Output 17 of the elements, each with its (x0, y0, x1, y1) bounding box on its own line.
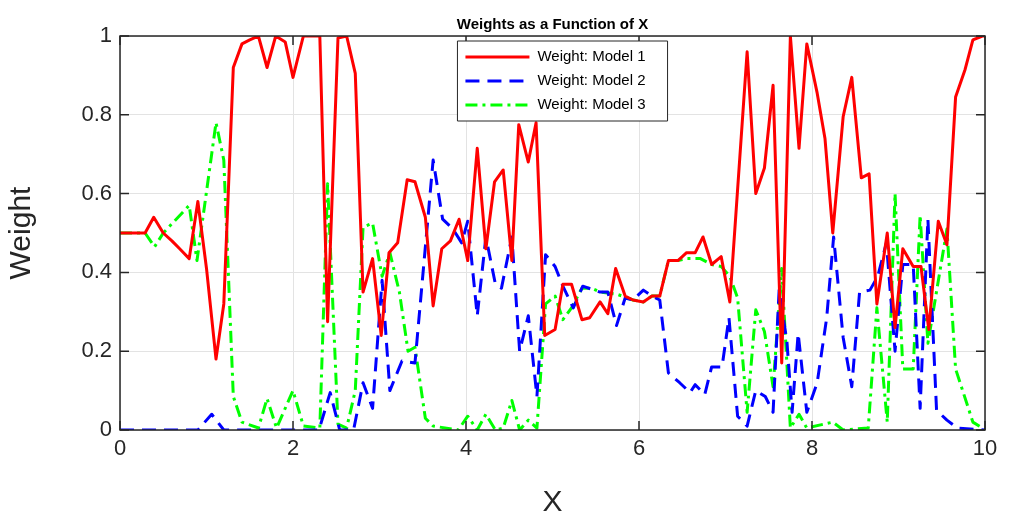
y-tick-label: 1 (99, 22, 112, 48)
y-tick-label: 0 (99, 416, 112, 442)
chart-title: Weights as a Function of X (456, 14, 649, 32)
y-tick-label: 0.4 (81, 258, 112, 284)
x-tick-label: 6 (632, 435, 646, 461)
x-axis-title: X (542, 484, 563, 518)
y-tick-label: 0.6 (81, 179, 112, 205)
y-axis-title: Weight (3, 185, 37, 280)
x-tick-label: 2 (286, 435, 300, 461)
x-tick-label: 4 (459, 435, 473, 461)
x-tick-label: 10 (972, 435, 998, 461)
legend-label: Weight: Model 2 (537, 71, 646, 89)
x-tick-label: 8 (805, 435, 819, 461)
y-tick-label: 0.8 (81, 100, 112, 126)
legend-label: Weight: Model 3 (537, 95, 646, 113)
legend-label: Weight: Model 1 (537, 47, 646, 65)
y-tick-label: 0.2 (81, 337, 112, 363)
